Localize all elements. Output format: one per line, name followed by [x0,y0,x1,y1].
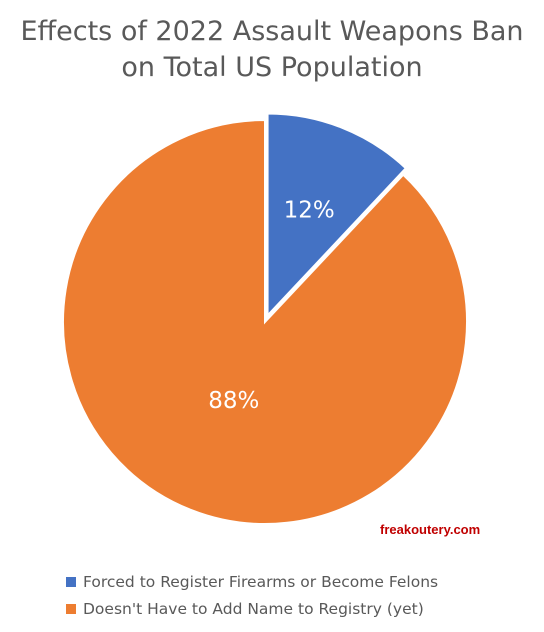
pie-slice-registered [266,112,408,319]
legend-label-not-registered: Doesn't Have to Add Name to Registry (ye… [83,599,424,618]
legend-item-not-registered: Doesn't Have to Add Name to Registry (ye… [66,595,438,622]
watermark: freakoutery.com [380,522,481,537]
chart-title: Effects of 2022 Assault Weapons Ban on T… [0,14,544,86]
pie-data-labels: 12% 88% [208,197,335,414]
legend-item-registered: Forced to Register Firearms or Become Fe… [66,568,438,595]
data-label-registered: 12% [284,197,335,223]
legend-swatch-registered [66,576,76,587]
chart-title-line-1: Effects of 2022 Assault Weapons Ban [20,16,524,47]
pie-slices [62,112,469,525]
legend: Forced to Register Firearms or Become Fe… [66,568,438,622]
data-label-not-registered: 88% [208,388,259,414]
pie-slice-not-registered [62,118,469,525]
legend-swatch-not-registered [66,603,76,614]
legend-label-registered: Forced to Register Firearms or Become Fe… [83,572,439,591]
chart-title-line-2: on Total US Population [121,52,423,83]
